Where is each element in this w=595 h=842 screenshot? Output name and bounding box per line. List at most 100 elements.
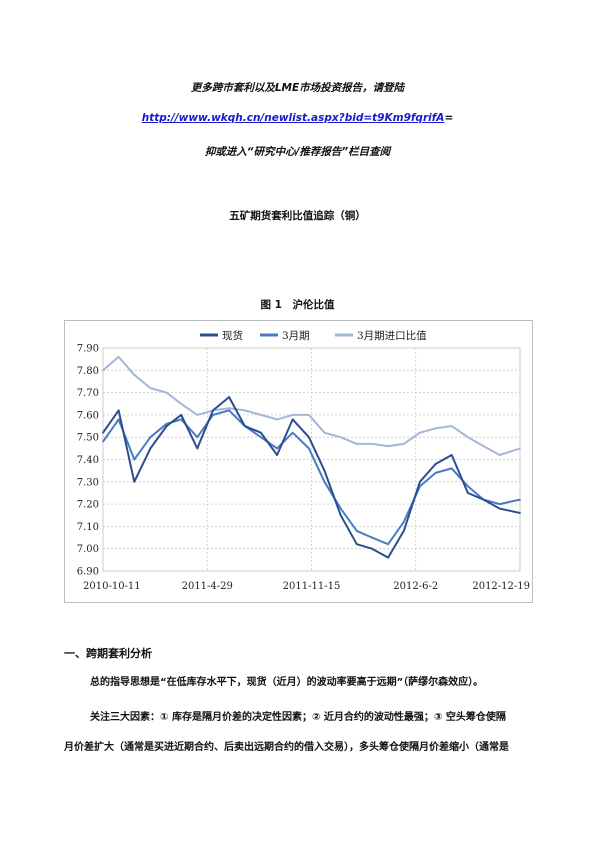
data-point [323, 469, 326, 472]
y-tick-label: 7.40 [77, 455, 99, 466]
data-point [102, 440, 104, 443]
x-tick-label: 2011-4-29 [182, 581, 233, 592]
data-point [498, 507, 501, 510]
data-point [133, 373, 136, 376]
legend-label: 3月期进口比值 [357, 329, 427, 342]
data-point [291, 414, 294, 416]
data-point [339, 507, 342, 510]
data-point [196, 414, 199, 416]
data-point [323, 431, 326, 434]
data-point [450, 454, 453, 456]
data-point [212, 409, 214, 412]
data-point [307, 414, 310, 416]
data-point [434, 471, 437, 474]
data-point [133, 480, 136, 483]
data-point [102, 369, 104, 372]
data-point [165, 422, 168, 425]
legend-label: 3月期 [282, 330, 310, 342]
data-point [519, 498, 521, 501]
document-title: 五矿期货套利比值追踪（铜） [229, 210, 366, 222]
data-point [212, 414, 214, 416]
y-tick-label: 7.60 [77, 410, 99, 421]
data-point [355, 442, 358, 445]
data-point [339, 436, 342, 439]
y-tick-label: 7.70 [77, 388, 99, 399]
data-point [228, 409, 231, 412]
data-point [450, 425, 453, 427]
data-point [498, 454, 501, 456]
data-point [387, 543, 390, 546]
header-line-3: 抑或进入“研究中心/推荐报告”栏目查阅 [204, 146, 391, 158]
section-heading: 一、跨期套利分析 [64, 647, 152, 660]
data-point [466, 485, 469, 488]
data-point [180, 418, 183, 421]
data-point [228, 396, 231, 398]
data-point [419, 431, 421, 434]
y-tick-label: 7.90 [77, 344, 99, 355]
data-point [371, 442, 373, 445]
report-link[interactable]: http://www.wkqh.cn/newlist.aspx?bid=t9Km… [141, 112, 445, 124]
data-point [165, 425, 168, 427]
data-point [307, 436, 310, 439]
y-tick-label: 6.90 [77, 567, 99, 578]
data-point [355, 529, 358, 532]
data-point [291, 431, 294, 434]
ratio-chart-svg: 7.90 7.80 7.70 7.60 7.50 7.40 7.30 7.20 7.10 7.00… [77, 329, 530, 592]
header-line-1: 更多跨市套利以及LME市场投资报告，请登陆 [190, 82, 405, 94]
data-point [402, 521, 405, 523]
data-point [260, 431, 262, 434]
data-point [402, 529, 405, 532]
data-point [260, 436, 262, 439]
data-point [387, 556, 390, 559]
data-point [434, 427, 437, 430]
data-point [482, 498, 485, 501]
data-point [180, 414, 183, 416]
data-point [450, 467, 453, 470]
paragraph-2-line-2: 月价差扩大（通常是买进近期合约、后卖出远期合约的借入交易），多头筹仓使隔月价差缩… [64, 742, 509, 753]
y-tick-label: 7.20 [77, 500, 99, 511]
data-point [276, 454, 278, 456]
data-point [387, 445, 390, 448]
x-tick-label: 2010-10-11 [83, 581, 141, 592]
paragraph-2-line-1: 关注三大因素：① 库存是隔月价差的决定性因素；② 近月合约的波动性最强；③ 空头… [90, 712, 506, 723]
data-point [102, 431, 104, 434]
data-point [339, 514, 342, 517]
x-tick-label: 2012-6-2 [393, 581, 438, 592]
data-point [466, 436, 469, 439]
data-point [371, 536, 373, 539]
data-point [133, 458, 136, 461]
data-point [519, 447, 521, 450]
y-tick-label: 7.00 [77, 544, 99, 555]
data-point [149, 436, 152, 439]
data-point [180, 402, 183, 405]
paragraph-1: 总的指导思想是“在低库存水平下，现货（近月）的波动率要高于远期”（萨缪尔森效应）… [90, 677, 484, 688]
data-point [498, 503, 501, 505]
x-tick-label: 2011-11-15 [283, 581, 341, 592]
data-point [371, 547, 373, 550]
data-point [243, 425, 246, 427]
data-point [117, 409, 120, 412]
data-point [149, 447, 152, 450]
data-point [196, 436, 199, 439]
y-tick-label: 7.80 [77, 366, 99, 377]
data-point [196, 447, 199, 450]
data-point [165, 391, 168, 394]
data-point [434, 463, 437, 465]
data-point [276, 447, 278, 450]
y-tick-label: 7.30 [77, 477, 99, 488]
data-point [355, 543, 358, 546]
data-point [482, 445, 485, 448]
figure-caption: 图 1 沪伦比值 [260, 299, 335, 311]
data-point [402, 442, 405, 445]
data-point [149, 387, 152, 390]
y-tick-label: 7.50 [77, 433, 99, 444]
data-point [291, 418, 294, 421]
data-point [276, 418, 278, 421]
data-point [519, 512, 521, 514]
y-tick-label: 7.10 [77, 522, 99, 533]
header-link-line: http://www.wkqh.cn/newlist.aspx?bid=t9Km… [0, 112, 595, 124]
data-point [243, 409, 246, 412]
report-link-tail: = [444, 112, 454, 124]
data-point [260, 414, 262, 416]
data-point [419, 480, 421, 483]
